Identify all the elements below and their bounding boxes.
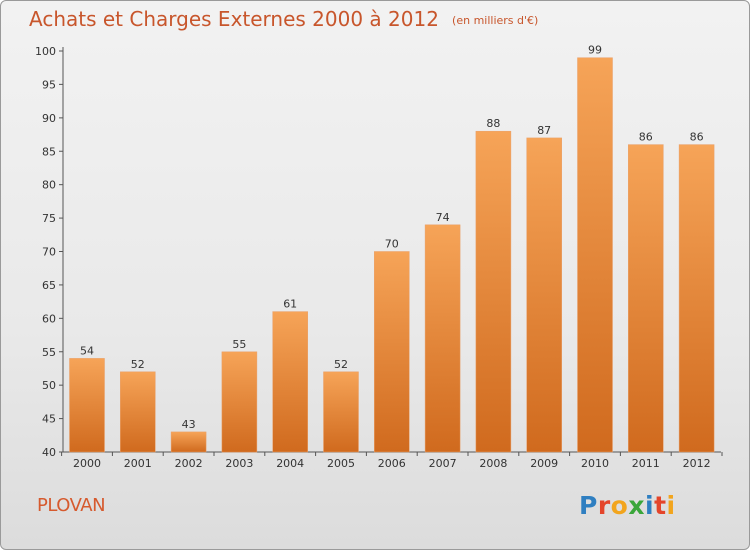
bars-group: [69, 57, 715, 453]
value-labels-group: 54 52 43 55 61 52 70 74 88 87 99 86 86: [80, 44, 704, 431]
value-label-2004: 61: [283, 298, 297, 311]
value-label-2007: 74: [436, 211, 450, 224]
y-tick-label: 40: [42, 446, 56, 459]
logo-letter: t: [654, 491, 667, 520]
y-tick-label: 95: [42, 78, 56, 91]
value-label-2003: 55: [232, 338, 246, 351]
x-tick-label-2001: 2001: [124, 457, 152, 470]
bar-2012: [678, 144, 715, 453]
bar-2006: [374, 251, 410, 453]
y-axis: 40 45 50 55 60 65 70 75 80 85 90 95 100: [35, 45, 64, 459]
x-tick-label-2008: 2008: [479, 457, 507, 470]
x-tick-label-2009: 2009: [530, 457, 558, 470]
x-tick-label-2000: 2000: [73, 457, 101, 470]
chart-subtitle: (en milliers d'€): [452, 14, 539, 27]
x-tick-label-2005: 2005: [327, 457, 355, 470]
value-label-2012: 86: [690, 131, 704, 144]
bar-2001: [120, 371, 156, 453]
bar-2004: [272, 311, 308, 453]
x-tick-label-2003: 2003: [225, 457, 253, 470]
logo-letter: i: [666, 491, 676, 520]
logo-letter: r: [597, 491, 611, 520]
y-tick-label: 85: [42, 145, 56, 158]
value-label-2000: 54: [80, 344, 94, 357]
title-block: Achats et Charges Externes 2000 à 2012 (…: [29, 7, 538, 31]
y-tick-label: 75: [42, 212, 56, 225]
y-tick-label: 90: [42, 112, 56, 125]
chart-title: Achats et Charges Externes 2000 à 2012: [29, 7, 439, 31]
proxiti-logo[interactable]: Proxiti: [579, 491, 676, 520]
logo-letter: x: [628, 491, 645, 520]
logo-letter: P: [579, 491, 598, 520]
logo-letter: i: [645, 491, 655, 520]
x-tick-label-2002: 2002: [175, 457, 203, 470]
bar-2008: [475, 130, 512, 453]
value-label-2011: 86: [639, 131, 653, 144]
x-tick-label-2011: 2011: [632, 457, 660, 470]
x-axis: 2000 2001 2002 2003 2004 2005 2006 2007 2008 2009…: [61, 451, 723, 470]
x-tick-label-2012: 2012: [683, 457, 711, 470]
value-label-2005: 52: [334, 358, 348, 371]
x-tick-label-2006: 2006: [378, 457, 406, 470]
logo-letter: o: [610, 491, 629, 520]
y-tick-label: 60: [42, 312, 56, 325]
value-label-2009: 87: [537, 124, 551, 137]
y-tick-label: 55: [42, 346, 56, 359]
bar-2000: [69, 358, 105, 453]
x-tick-label-2007: 2007: [429, 457, 457, 470]
bar-2003: [221, 351, 258, 453]
y-tick-label: 80: [42, 179, 56, 192]
bar-2011: [628, 144, 664, 453]
y-tick-label: 50: [42, 379, 56, 392]
bar-2007: [424, 224, 461, 453]
value-label-2001: 52: [131, 358, 145, 371]
y-tick-label: 65: [42, 279, 56, 292]
x-tick-label-2010: 2010: [581, 457, 609, 470]
y-tick-label: 45: [42, 413, 56, 426]
bar-2005: [323, 371, 359, 453]
value-label-2008: 88: [486, 117, 500, 130]
value-label-2002: 43: [182, 418, 196, 431]
bar-2010: [577, 57, 613, 453]
y-tick-label: 70: [42, 246, 56, 259]
bar-2009: [526, 137, 562, 453]
y-tick-label: 100: [35, 45, 56, 58]
value-label-2006: 70: [385, 238, 399, 251]
value-label-2010: 99: [588, 44, 602, 57]
x-tick-label-2004: 2004: [276, 457, 304, 470]
bar-2002: [170, 431, 207, 453]
location-label: PLOVAN: [37, 495, 106, 516]
